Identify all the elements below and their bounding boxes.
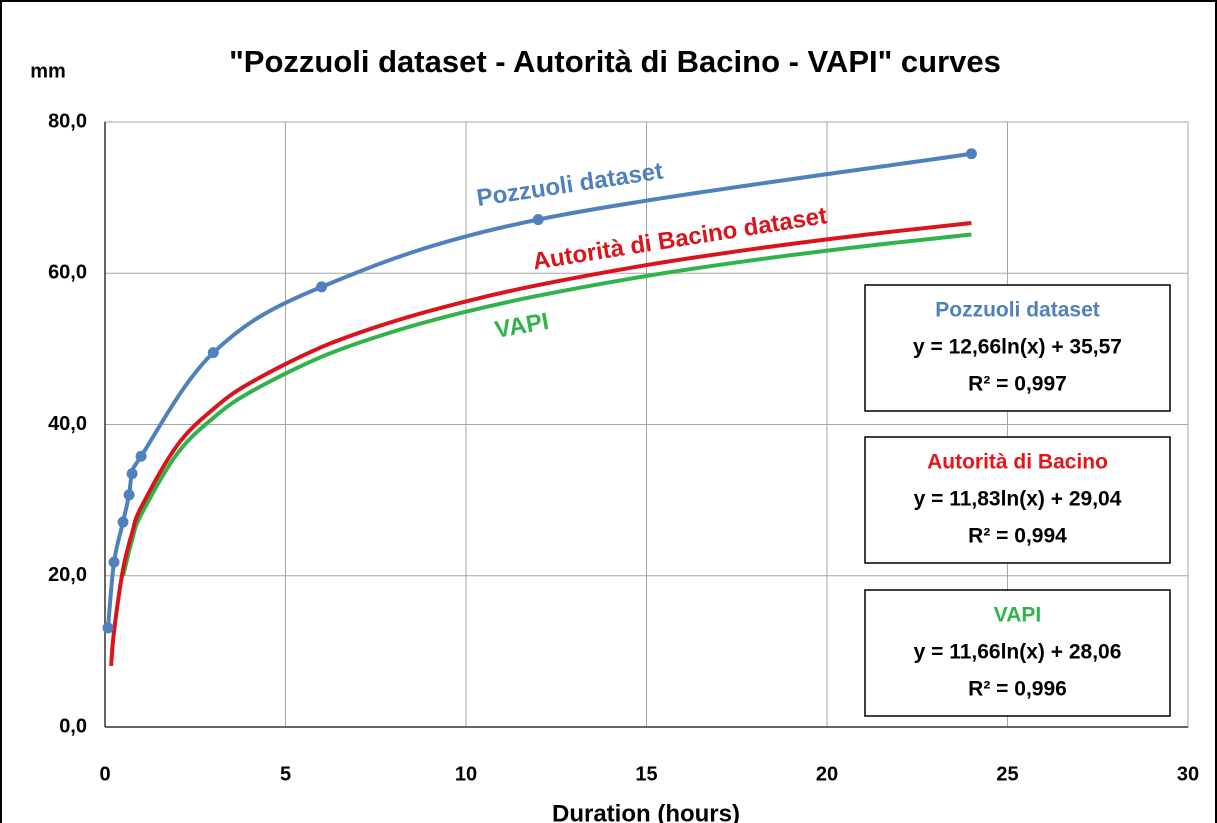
fit-title: Pozzuoli dataset xyxy=(935,299,1100,322)
x-tick-label: 0 xyxy=(99,763,110,785)
x-tick-label: 30 xyxy=(1177,763,1199,785)
x-tick-label: 15 xyxy=(635,763,657,785)
x-tick-label: 25 xyxy=(996,763,1018,785)
fit-r2: R² = 0,994 xyxy=(968,525,1067,548)
point xyxy=(316,281,328,293)
y-tick-label: 80,0 xyxy=(48,110,87,132)
fit-title: Autorità di Bacino xyxy=(927,451,1108,474)
point xyxy=(102,622,114,634)
fit-equation: y = 11,66ln(x) + 28,06 xyxy=(914,641,1122,664)
fit-box xyxy=(864,284,1171,412)
point xyxy=(135,450,147,462)
x-tick-label: 10 xyxy=(455,763,477,785)
fit-equation: y = 12,66ln(x) + 35,57 xyxy=(913,336,1122,359)
y-tick-label: 60,0 xyxy=(48,262,87,284)
fit-r2: R² = 0,996 xyxy=(968,678,1067,701)
y-tick-label: 0,0 xyxy=(59,715,87,737)
y-tick-label: 40,0 xyxy=(48,413,87,435)
point xyxy=(965,148,977,160)
series-line xyxy=(121,232,972,577)
y-tick-label: 20,0 xyxy=(48,564,87,586)
fit-box xyxy=(864,589,1171,717)
x-tick-label: 20 xyxy=(816,763,838,785)
series-line xyxy=(109,221,972,667)
fit-equation: y = 11,83ln(x) + 29,04 xyxy=(914,488,1122,511)
x-axis-label: Duration (hours) xyxy=(552,800,740,823)
fit-box xyxy=(864,436,1171,564)
point xyxy=(126,468,138,480)
fit-title: VAPI xyxy=(994,604,1041,627)
x-tick-label: 5 xyxy=(280,763,291,785)
point xyxy=(117,516,129,528)
y-axis-label: mm xyxy=(30,60,66,82)
point xyxy=(123,489,135,501)
point xyxy=(108,556,120,568)
fit-r2: R² = 0,997 xyxy=(968,373,1067,396)
point xyxy=(207,347,219,359)
chart-title: "Pozzuoli dataset - Autorità di Bacino -… xyxy=(229,44,1001,79)
point xyxy=(532,214,544,226)
